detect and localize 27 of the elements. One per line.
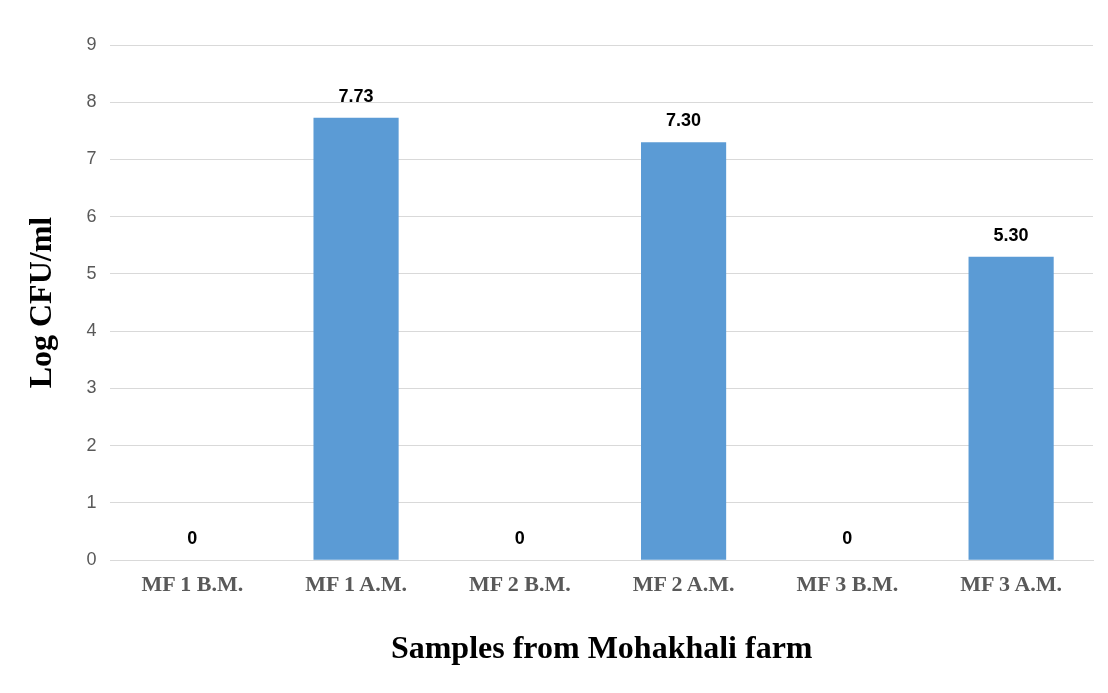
y-tick-label: 9 [86,33,97,54]
x-tick-label: MF 1 B.M. [141,571,244,597]
x-tick-label: MF 3 B.M. [796,571,899,597]
y-tick-label: 6 [86,205,97,226]
data-label: 0 [842,528,853,549]
data-label: 5.30 [993,224,1029,245]
y-tick-label: 1 [86,491,97,512]
bar [313,117,399,560]
x-tick-label: MF 2 B.M. [468,571,571,597]
data-label: 7.73 [338,85,374,106]
y-tick-label: 8 [86,91,97,112]
data-label: 0 [187,528,198,549]
x-tick-label: MF 1 A.M. [305,571,407,597]
y-tick-label: 4 [86,320,97,341]
y-tick-label: 0 [86,549,97,570]
bar [641,142,727,560]
x-tick-label: MF 2 A.M. [632,571,735,597]
y-tick-label: 3 [86,377,97,398]
y-tick-label: 7 [86,148,97,169]
y-tick-label: 2 [86,434,97,455]
x-tick-label: MF 3 A.M. [960,571,1063,597]
y-axis-title: Log CFU/ml [22,216,59,389]
y-tick-label: 5 [86,262,97,283]
x-axis-title: Samples from Mohakhali farm [390,629,813,666]
data-label: 7.30 [666,110,702,131]
bar [968,256,1054,560]
data-label: 0 [514,528,525,549]
